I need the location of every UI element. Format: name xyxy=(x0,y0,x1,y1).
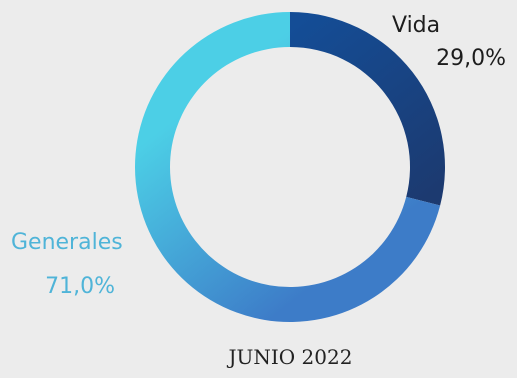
chart-caption: JUNIO 2022 xyxy=(228,345,353,369)
slice-value-generales: 71,0% xyxy=(45,274,115,299)
slice-label-vida: Vida xyxy=(392,13,441,38)
slice-label-generales: Generales xyxy=(11,230,123,255)
slice-vida xyxy=(290,12,445,206)
slice-value-vida: 29,0% xyxy=(436,46,506,71)
